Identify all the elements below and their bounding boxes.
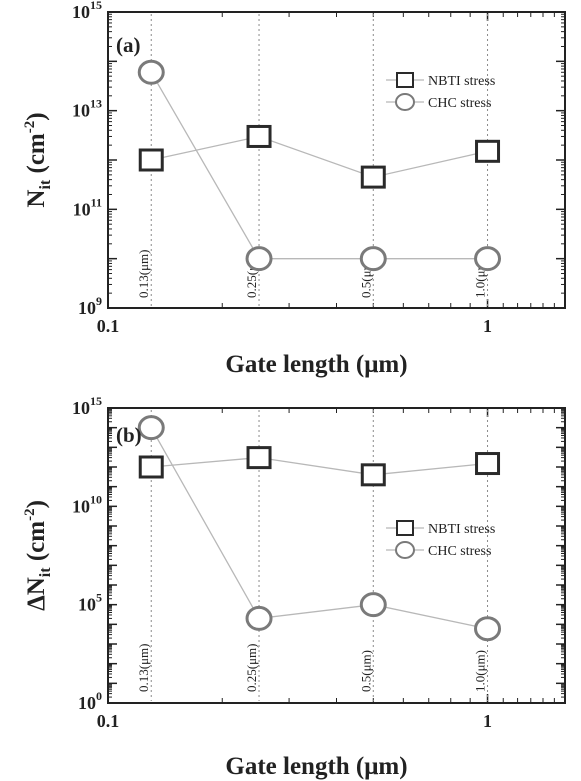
y-axis-title-close: ) xyxy=(23,112,50,120)
panel-label: (a) xyxy=(116,33,141,57)
chart-panel-b: 0.13(μm) 0.25(μm) 0.5(μm) 1.0(μm) NBTI stres… xyxy=(22,394,566,780)
y-tick-base: 10 xyxy=(78,693,96,713)
y-tick-label: 1013 xyxy=(72,97,102,121)
y-axis-title-exponent: -2 xyxy=(22,121,38,134)
x-tick-label: 1 xyxy=(483,316,492,336)
gate-length-label: 0.5(μm) xyxy=(358,650,373,692)
y-tick-exponent: 13 xyxy=(90,97,102,111)
y-tick-base: 10 xyxy=(78,595,96,615)
legend-marker-nbti xyxy=(396,520,414,536)
y-axis-title-exponent: -2 xyxy=(22,508,38,521)
y-axis-title: ΔNit (cm-2) xyxy=(22,500,54,611)
chc-marker xyxy=(474,616,502,642)
y-axis-title-main: ΔN xyxy=(23,577,50,611)
nbti-marker xyxy=(360,463,386,487)
y-axis-title-subscript: it xyxy=(37,179,54,189)
y-tick-label: 1011 xyxy=(73,195,102,219)
nbti-marker xyxy=(360,165,386,189)
chc-marker xyxy=(137,415,165,441)
y-tick-base: 10 xyxy=(72,101,90,121)
series-line-nbti xyxy=(151,135,488,178)
legend-marker-nbti xyxy=(396,72,414,88)
chc-marker xyxy=(474,246,502,272)
y-tick-exponent: 10 xyxy=(90,492,102,506)
y-tick-label: 1015 xyxy=(72,394,102,418)
chc-marker xyxy=(359,592,387,618)
y-tick-label: 109 xyxy=(78,294,102,318)
x-tick-label: 0.1 xyxy=(97,316,120,336)
y-tick-exponent: 11 xyxy=(91,195,102,209)
x-tick-label: 1 xyxy=(483,711,492,731)
nbti-marker xyxy=(246,124,272,148)
series-line-nbti xyxy=(151,456,488,476)
y-tick-exponent: 9 xyxy=(96,294,102,308)
y-axis-title-subscript: it xyxy=(37,567,54,577)
legend-marker-chc xyxy=(395,541,415,559)
y-tick-label: 105 xyxy=(78,591,102,615)
y-axis-title-main: N xyxy=(23,190,50,208)
nbti-marker xyxy=(475,139,501,163)
y-tick-exponent: 15 xyxy=(90,0,102,12)
y-tick-exponent: 0 xyxy=(96,689,102,703)
x-axis-title: Gate length (μm) xyxy=(225,753,407,780)
legend-label: CHC stress xyxy=(428,544,491,559)
chc-marker xyxy=(137,59,165,85)
y-axis-title-close: ) xyxy=(23,500,50,508)
nbti-marker xyxy=(138,148,164,172)
y-axis-title-unit: (cm xyxy=(23,521,50,568)
chc-marker xyxy=(245,246,273,272)
legend-label: NBTI stress xyxy=(428,522,495,537)
gate-length-label: 0.13(μm) xyxy=(136,250,151,299)
legend: NBTI stress CHC stress xyxy=(386,520,495,559)
y-tick-label: 1015 xyxy=(72,0,102,22)
series-line-chc xyxy=(150,71,488,260)
y-tick-base: 10 xyxy=(78,298,96,318)
nbti-marker xyxy=(475,452,501,476)
panel-label: (b) xyxy=(116,423,142,447)
y-axis-title-unit: (cm xyxy=(23,133,50,180)
legend-marker-chc xyxy=(395,93,415,111)
y-tick-base: 10 xyxy=(73,199,91,219)
gate-length-label: 1.0(μm) xyxy=(473,650,488,692)
y-axis-title: Nit (cm-2) xyxy=(22,112,54,207)
chc-marker xyxy=(245,605,273,631)
x-axis-title: Gate length (μm) xyxy=(225,351,407,378)
nbti-marker xyxy=(246,446,272,470)
gate-length-label: 0.25(μm) xyxy=(244,644,259,693)
chart-panel-a: 0.13(μm) 0.25(μm) 0.5(μm) 1.0(μm)NBTI stres… xyxy=(22,0,566,378)
y-tick-exponent: 15 xyxy=(90,394,102,408)
y-tick-exponent: 5 xyxy=(96,591,102,605)
x-tick-label: 0.1 xyxy=(97,711,120,731)
y-tick-base: 10 xyxy=(72,496,90,516)
axis-ticks xyxy=(108,11,565,309)
y-tick-base: 10 xyxy=(72,398,90,418)
series-line-chc xyxy=(150,427,488,630)
legend: NBTI stress CHC stress xyxy=(386,72,495,111)
gate-length-label: 0.13(μm) xyxy=(136,644,151,693)
y-tick-base: 10 xyxy=(72,2,90,22)
nbti-marker xyxy=(138,455,164,479)
y-tick-label: 1010 xyxy=(72,492,102,516)
legend-label: NBTI stress xyxy=(428,74,495,89)
legend-label: CHC stress xyxy=(428,96,491,111)
y-tick-label: 100 xyxy=(78,689,102,713)
chc-marker xyxy=(359,246,387,272)
